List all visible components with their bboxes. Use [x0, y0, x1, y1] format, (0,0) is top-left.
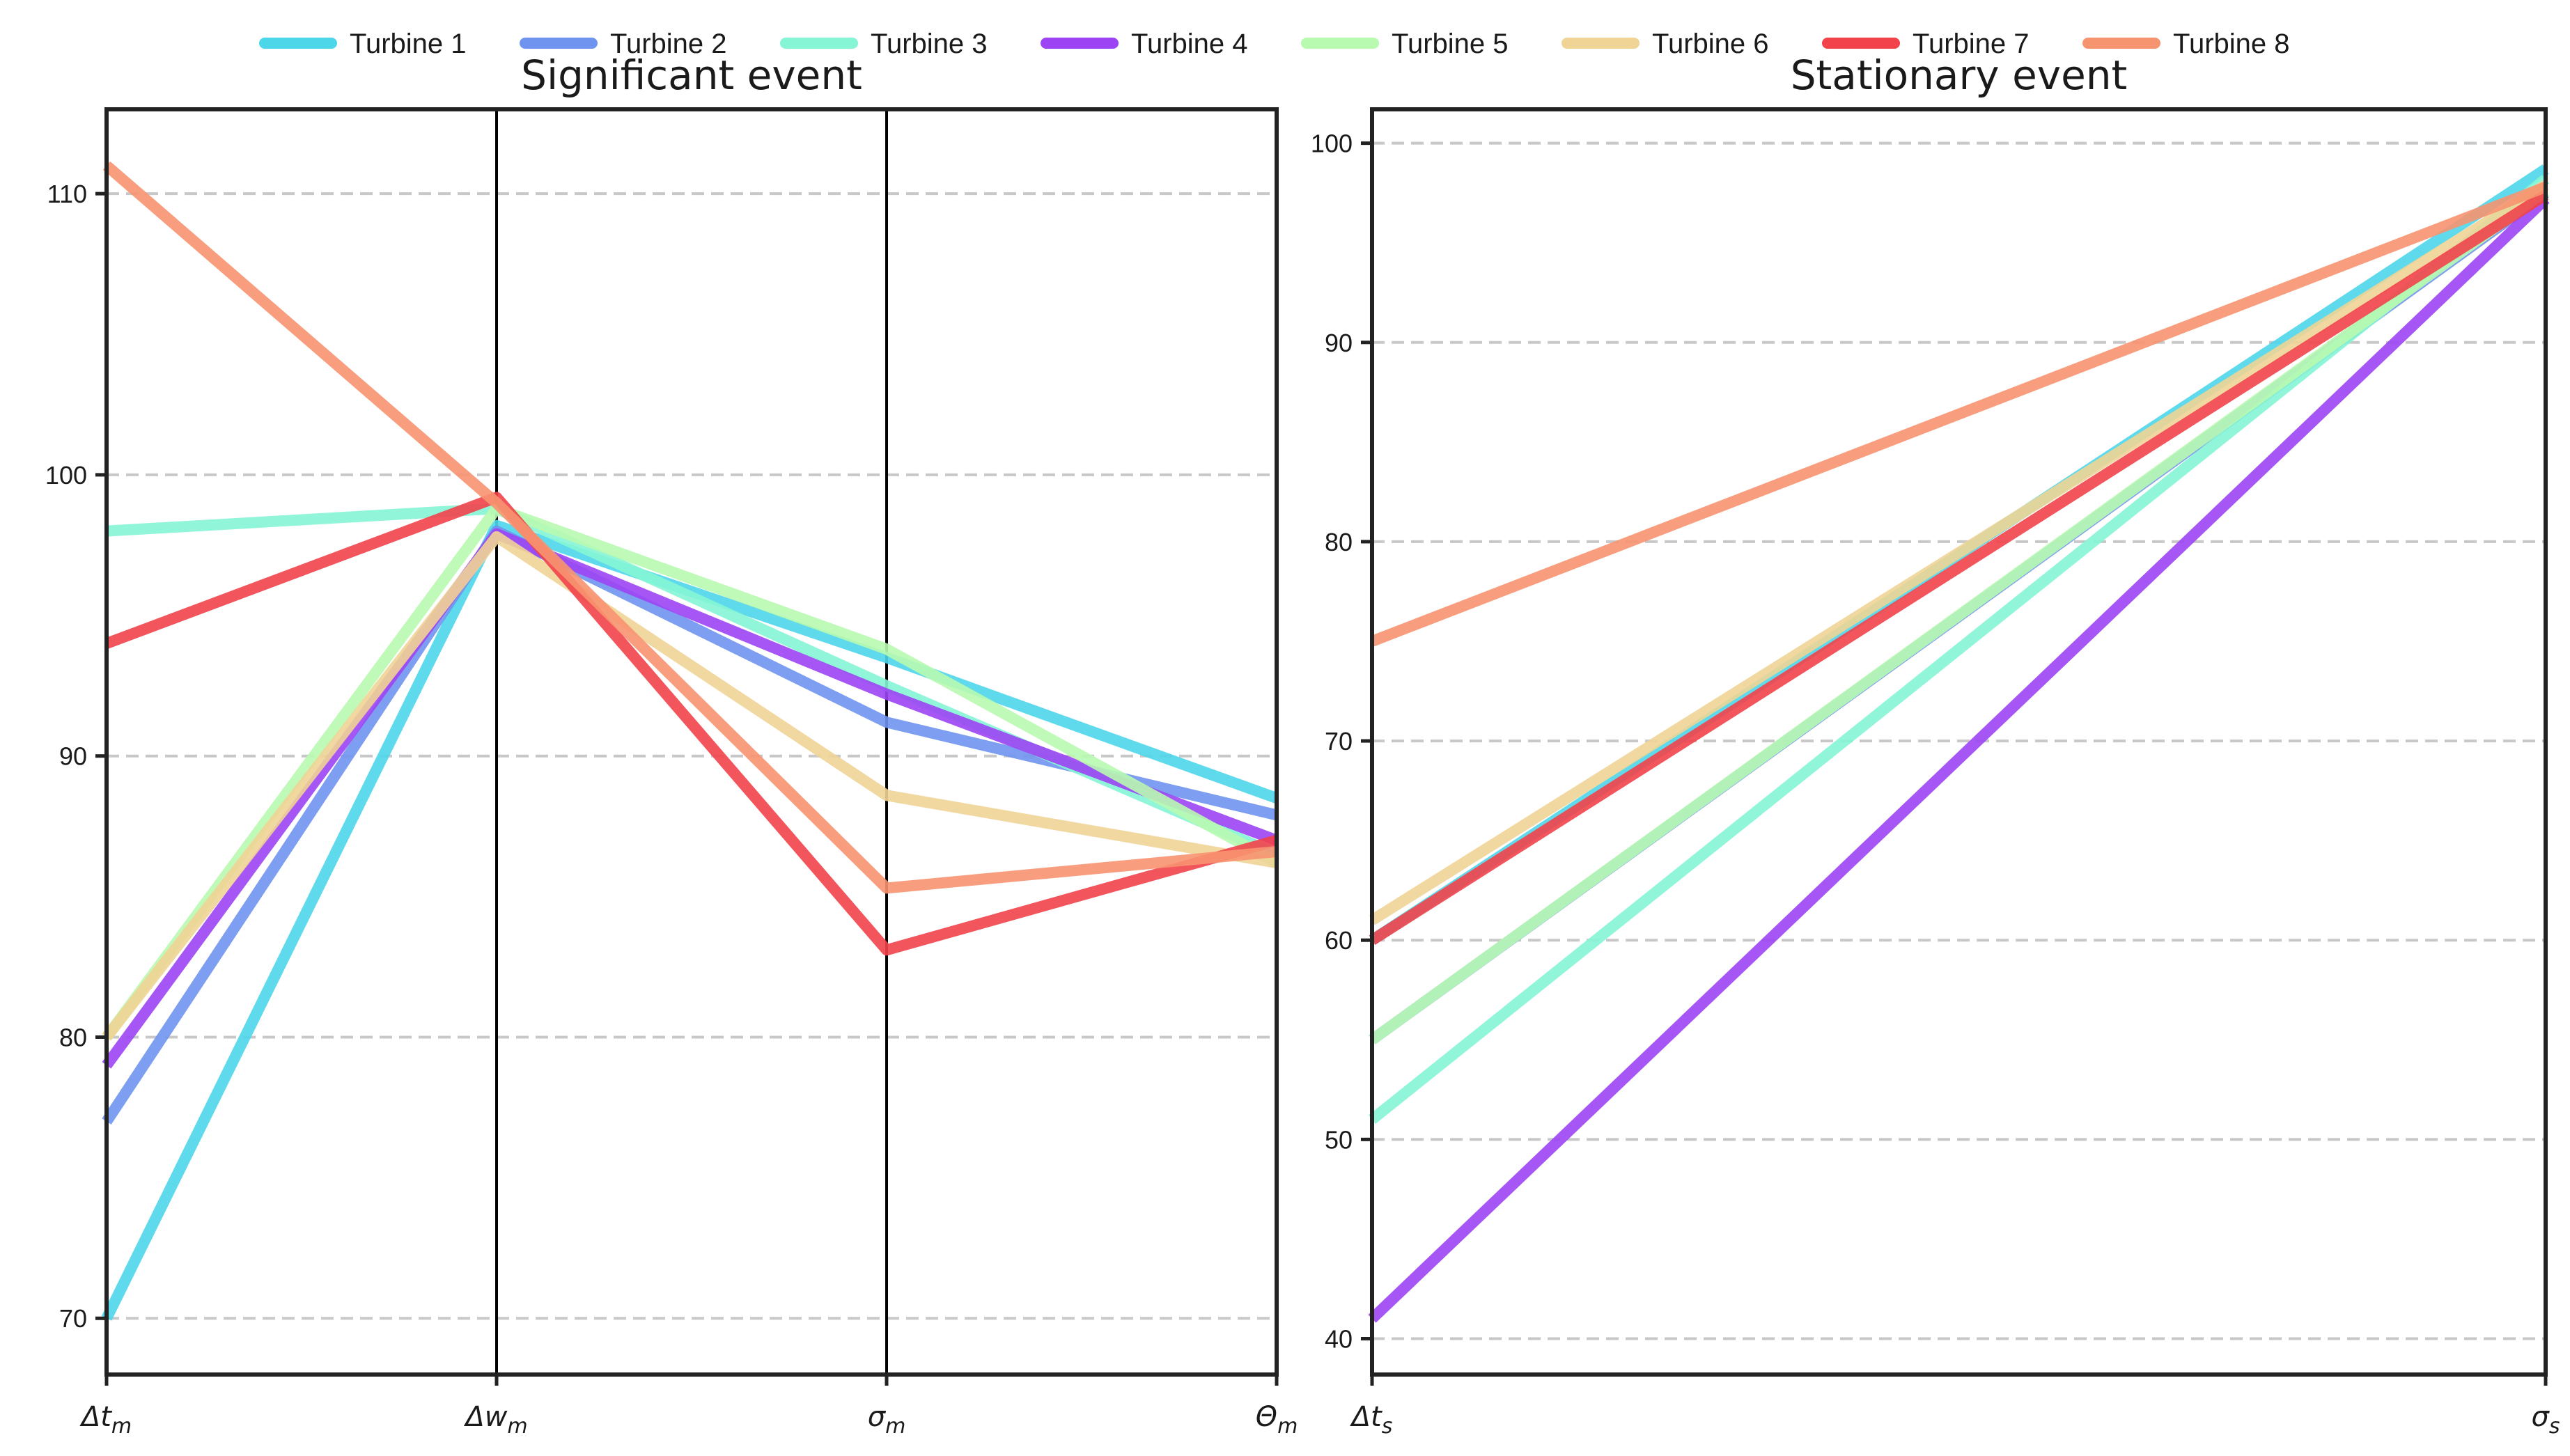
series-line-turbine-1	[101, 519, 1279, 1321]
series-line-turbine-4	[1368, 194, 2550, 1323]
y-tick-label: 80	[59, 1023, 87, 1051]
y-tick-label: 80	[1325, 528, 1353, 556]
significant-event-panel: Significant event 70 80 90 100 110 Δtm Δwm σm Θm	[45, 52, 1298, 1439]
legend-item: Turbine 2	[520, 29, 727, 59]
legend-item: Turbine 4	[1041, 29, 1248, 59]
x-tick-label: Δts	[1350, 1401, 1393, 1439]
y-tick-label: 100	[45, 461, 87, 490]
legend-item: Turbine 3	[780, 29, 988, 59]
x-tick-label: σm	[868, 1401, 906, 1439]
plot-frame	[104, 107, 1279, 1377]
series-line-turbine-5	[1369, 186, 2549, 1044]
series-line-turbine-5	[102, 503, 1279, 1041]
series-line-turbine-4	[102, 528, 1279, 1069]
series-line-turbine-8	[102, 161, 1277, 894]
chart-title-stationary: Stationary event	[1791, 52, 2128, 99]
x-tick-label: Θm	[1256, 1401, 1298, 1439]
legend-label: Turbine 2	[610, 29, 727, 59]
chart-title-significant: Significant event	[521, 52, 862, 99]
series-line-turbine-6	[102, 531, 1278, 1041]
legend-label: Turbine 6	[1652, 29, 1769, 59]
legend-label: Turbine 7	[1913, 29, 2030, 59]
y-tick-label: 100	[1311, 130, 1353, 158]
x-tick-label: Δtm	[79, 1401, 132, 1439]
y-tick-label: 70	[59, 1304, 87, 1333]
series-line-turbine-7	[1369, 190, 2549, 945]
y-tick-label: 40	[1325, 1324, 1353, 1353]
legend: Turbine 1 Turbine 2 Turbine 3 Turbine 4 Turb…	[259, 29, 2290, 59]
legend-label: Turbine 1	[350, 29, 467, 59]
y-tick-label: 90	[1325, 329, 1353, 357]
y-tick-label: 60	[1325, 926, 1353, 955]
y-tick-label: 110	[47, 180, 87, 208]
series-line-turbine-7	[104, 492, 1279, 956]
stationary-event-panel: Stationary event 40 50 60 70 80 90 100 Δts σs	[1311, 52, 2560, 1439]
legend-item: Turbine 7	[1822, 29, 2030, 59]
legend-item: Turbine 6	[1562, 29, 1769, 59]
legend-label: Turbine 3	[871, 29, 988, 59]
x-tick-label: Δwm	[463, 1401, 527, 1439]
y-tick-label: 50	[1325, 1125, 1353, 1154]
series-line-turbine-8	[1370, 182, 2548, 647]
legend-label: Turbine 5	[1392, 29, 1509, 59]
x-tick-label: σs	[2532, 1401, 2560, 1439]
series-line-turbine-6	[1369, 180, 2549, 925]
legend-item: Turbine 1	[259, 29, 467, 59]
legend-label: Turbine 8	[2173, 29, 2290, 59]
y-tick-label: 90	[59, 742, 87, 771]
legend-label: Turbine 4	[1131, 29, 1248, 59]
y-tick-label: 70	[1325, 727, 1353, 756]
legend-item: Turbine 5	[1301, 29, 1509, 59]
legend-item: Turbine 8	[2082, 29, 2290, 59]
